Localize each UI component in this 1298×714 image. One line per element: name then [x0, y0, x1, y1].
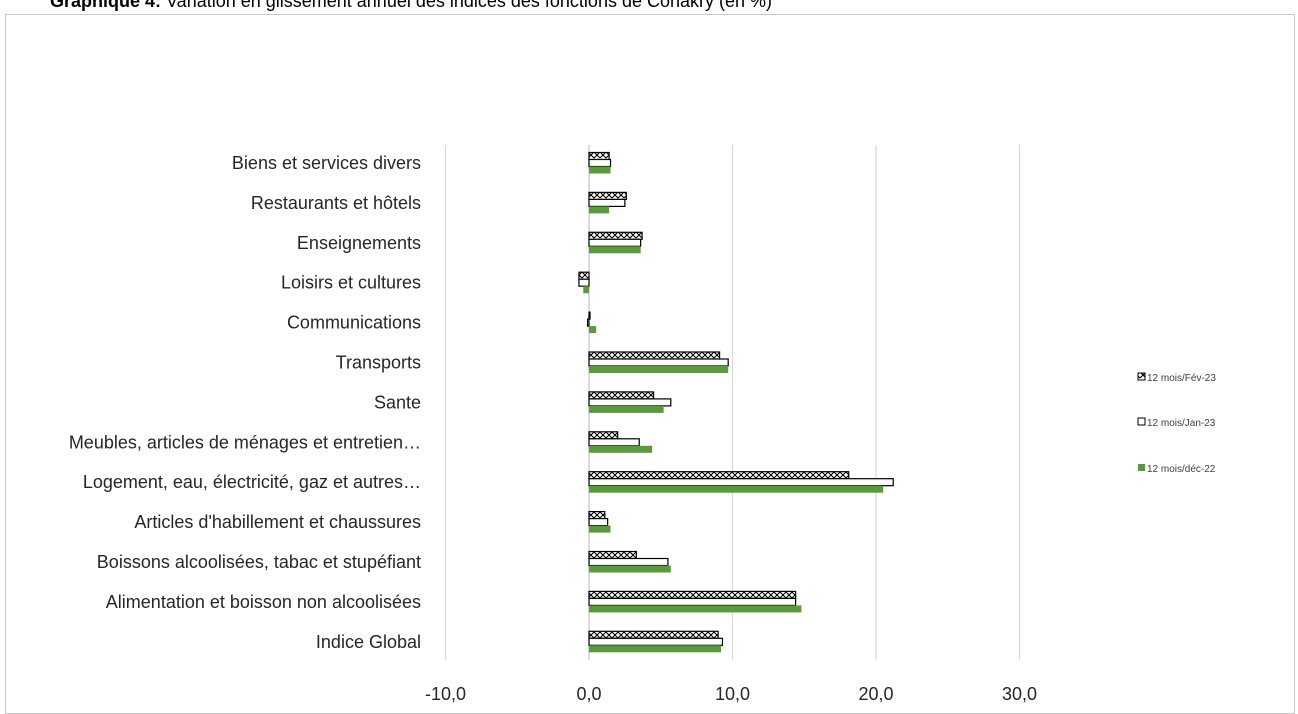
bar-crosshatch [588, 471, 850, 480]
bar-hollow [588, 478, 894, 487]
category-label: Transports [336, 353, 421, 373]
bar-hollow [588, 398, 672, 407]
x-tick-label: -10,0 [425, 684, 466, 704]
bar-hollow [588, 198, 626, 207]
bar-solid [589, 166, 611, 174]
bar-solid [589, 326, 597, 334]
bar-crosshatch [588, 630, 719, 639]
category-label: Indice Global [316, 632, 421, 652]
bar-solid [589, 206, 610, 214]
bar-solid [589, 246, 641, 254]
bar-hollow [588, 597, 797, 607]
chart-title-text: Variation en glissement annuel des indic… [161, 0, 773, 11]
bar-crosshatch [588, 431, 619, 440]
category-label: Communications [287, 313, 421, 333]
bar-crosshatch [588, 191, 627, 200]
category-label: Enseignements [297, 233, 421, 253]
bar-crosshatch [588, 311, 591, 320]
bar-solid [583, 286, 589, 294]
bar-crosshatch [588, 231, 643, 240]
gridlines [444, 145, 1021, 660]
chart-title-prefix: Graphique 4: [50, 0, 162, 11]
category-labels: Biens et services divers Restaurants et h… [69, 153, 421, 652]
bar-crosshatch [588, 550, 637, 560]
bar-solid [589, 405, 664, 413]
chart-title: Graphique 4: Variation en glissement ann… [50, 0, 772, 12]
legend-swatch [1137, 417, 1146, 426]
x-tick-label: 0,0 [576, 684, 601, 704]
bar-hollow [588, 637, 724, 646]
category-label: Boissons alcoolisées, tabac et stupéfian… [97, 552, 421, 572]
bar-crosshatch [578, 271, 590, 280]
legend-entry: 12 mois/Fév-23 [1147, 373, 1216, 384]
bar-hollow [586, 318, 590, 327]
category-label: Articles d'habillement et chaussures [134, 512, 421, 532]
bar-solid [589, 366, 729, 373]
bar-solid [589, 565, 671, 573]
bar-solid [589, 605, 802, 613]
bar-hollow [578, 278, 590, 287]
bar-solid [589, 445, 653, 453]
bar-hollow [588, 238, 642, 247]
bar-crosshatch [588, 151, 610, 161]
x-tick-label: 20,0 [858, 684, 893, 704]
bar-crosshatch [588, 351, 721, 360]
bar-crosshatch [588, 391, 655, 400]
legend-swatch [1138, 464, 1145, 471]
legend-entry: 12 mois/déc-22 [1147, 464, 1216, 475]
category-label: Meubles, articles de ménages et entretie… [69, 432, 421, 452]
x-tick-label: 10,0 [715, 684, 750, 704]
bar-hollow [588, 557, 669, 567]
bar-hollow [588, 158, 612, 168]
bar-hollow [588, 517, 609, 527]
x-tick-label: 30,0 [1002, 684, 1037, 704]
category-label: Sante [374, 392, 421, 412]
category-label: Logement, eau, électricité, gaz et autre… [83, 472, 421, 492]
bars [578, 151, 894, 653]
category-label: Alimentation et boisson non alcoolisées [106, 592, 421, 612]
bar-crosshatch [588, 590, 797, 600]
legend-entry: 12 mois/Jan-23 [1147, 418, 1216, 429]
bar-solid [589, 645, 722, 653]
bar-solid [589, 485, 884, 493]
category-label: Biens et services divers [232, 153, 421, 173]
legend: 12 mois/Fév-23 12 mois/Jan-23 12 mois/déc-… [1137, 372, 1216, 475]
category-label: Restaurants et hôtels [251, 193, 421, 213]
bar-solid [589, 525, 611, 533]
bar-crosshatch [588, 511, 606, 520]
bar-hollow [588, 358, 729, 367]
legend-swatch [1137, 372, 1146, 381]
category-label: Loisirs et cultures [281, 273, 421, 293]
x-tick-labels: -10,0 0,0 10,0 20,0 30,0 [425, 684, 1037, 704]
bar-hollow [588, 438, 640, 447]
